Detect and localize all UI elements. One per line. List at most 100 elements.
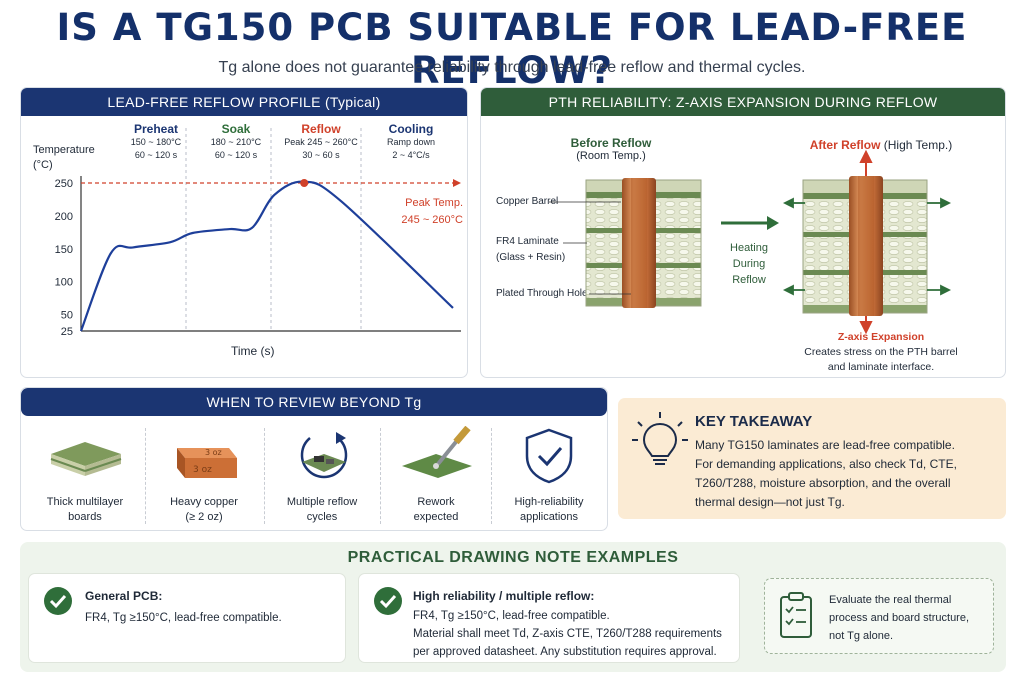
- takeaway-line: Many TG150 laminates are lead-free compa…: [695, 438, 955, 452]
- label-fr4: FR4 Laminate (Glass + Resin): [496, 234, 565, 266]
- review-label: High-reliability: [514, 496, 584, 508]
- heating-line: Heating: [730, 242, 768, 254]
- note-high-title: High reliability / multiple reflow:: [413, 589, 595, 603]
- review-label: expected: [413, 511, 459, 523]
- z-axis-line: and laminate interface.: [827, 361, 935, 373]
- reflow-profile-line: [79, 180, 454, 332]
- peak-label-range: 245 ~ 260°C: [401, 214, 463, 226]
- note-evaluate: Evaluate the real thermal process and bo…: [764, 578, 994, 654]
- phase-detail: 150 ~ 180°C: [130, 137, 182, 147]
- y-tick-label: 150: [55, 244, 73, 256]
- note-high-line: FR4, Tg ≥150°C, lead-free compatible.: [413, 610, 610, 622]
- review-item-rework: Rework expected: [382, 425, 490, 525]
- before-sub: (Room Temp.): [576, 150, 646, 162]
- pth-panel-header: PTH RELIABILITY: Z-AXIS EXPANSION DURING…: [481, 88, 1005, 116]
- x-axis-label: Time (s): [231, 344, 275, 358]
- y-axis-label-unit: (°C): [33, 159, 53, 171]
- after-pcb-stack: [802, 176, 928, 316]
- note-high-reliability: High reliability / multiple reflow: FR4,…: [358, 573, 740, 663]
- y-tick-label: 250: [55, 178, 73, 190]
- phase-detail: 30 ~ 60 s: [302, 150, 340, 160]
- review-label: cycles: [306, 511, 338, 523]
- multilayer-board-icon: [50, 442, 122, 476]
- note-high-line: Material shall meet Td, Z-axis CTE, T260…: [413, 628, 722, 640]
- y-tick-label: 200: [55, 211, 73, 223]
- label-copper-barrel: Copper Barrel: [496, 196, 559, 207]
- review-label: applications: [519, 511, 579, 523]
- review-item-thick-multilayer: Thick multilayer boards: [29, 426, 141, 525]
- note-evaluate-line: process and board structure,: [829, 612, 970, 624]
- after-sub: (High Temp.): [883, 138, 953, 152]
- pth-illustration: [549, 149, 952, 335]
- note-general-title: General PCB:: [85, 589, 163, 603]
- note-high-line: per approved datasheet. Any substitution…: [413, 646, 717, 658]
- takeaway-title: KEY TAKEAWAY: [695, 413, 813, 430]
- takeaway-line: thermal design—not just Tg.: [695, 495, 845, 509]
- before-title: Before Reflow: [570, 136, 652, 150]
- reflow-panel-header: LEAD-FREE REFLOW PROFILE (Typical): [21, 88, 467, 116]
- phase-detail: 60 ~ 120 s: [134, 150, 178, 160]
- note-evaluate-text: Evaluate the real thermal process and bo…: [829, 591, 969, 645]
- phase-cooling: Cooling Ramp down 2 ~ 4°C/s: [361, 122, 461, 162]
- phase-reflow: Reflow Peak 245 ~ 260°C 30 ~ 60 s: [271, 122, 371, 162]
- phase-soak: Soak 180 ~ 210°C 60 ~ 120 s: [186, 122, 286, 162]
- clipboard-checklist-icon: [780, 592, 812, 638]
- review-item-high-reliability: High-reliability applications: [493, 426, 605, 525]
- review-label: Rework: [417, 496, 455, 508]
- review-label: Thick multilayer: [46, 496, 124, 508]
- note-evaluate-line: Evaluate the real thermal: [829, 594, 952, 606]
- phase-preheat: Preheat 150 ~ 180°C 60 ~ 120 s: [106, 122, 206, 162]
- copper-label: 3 oz: [193, 465, 212, 475]
- review-label: Heavy copper: [170, 496, 238, 508]
- peak-point: [300, 179, 309, 187]
- heating-label: Heating During Reflow: [721, 240, 777, 288]
- z-axis-arrows-icon: [859, 149, 873, 335]
- after-title: After Reflow: [809, 138, 881, 152]
- y-tick-label: 50: [61, 310, 73, 322]
- note-high-body: FR4, Tg ≥150°C, lead-free compatible. Ma…: [413, 607, 722, 661]
- takeaway-line: T260/T288, moisture absorption, and the …: [695, 476, 951, 490]
- label-plated-through-hole: Plated Through Hole: [496, 288, 588, 299]
- z-axis-line: Creates stress on the PTH barrel: [804, 346, 958, 358]
- page-title: IS A TG150 PCB SUITABLE FOR LEAD-FREE RE…: [56, 6, 968, 92]
- peak-arrow-icon: [453, 179, 461, 187]
- before-pcb-stack: [585, 178, 702, 308]
- phase-detail: 2 ~ 4°C/s: [392, 150, 430, 160]
- copper-block-icon: 3 oz 3 oz: [177, 448, 237, 478]
- label-fr4-line: FR4 Laminate: [496, 236, 559, 247]
- phase-detail: Ramp down: [386, 137, 436, 147]
- shield-check-icon: [525, 428, 573, 484]
- after-reflow-title: After Reflow (High Temp.): [781, 138, 981, 152]
- y-axis-label: Temperature (°C): [33, 143, 95, 173]
- y-tick-label: 25: [61, 326, 73, 338]
- takeaway-text: Many TG150 laminates are lead-free compa…: [695, 436, 995, 512]
- before-reflow-title: Before Reflow (Room Temp.): [541, 136, 681, 162]
- notes-header: PRACTICAL DRAWING NOTE EXAMPLES: [347, 549, 679, 566]
- review-label: boards: [68, 511, 102, 523]
- key-takeaway-box: KEY TAKEAWAY Many TG150 laminates are le…: [618, 398, 1006, 519]
- note-general-pcb: General PCB: FR4, Tg ≥150°C, lead-free c…: [28, 573, 346, 663]
- reflow-profile-panel: LEAD-FREE REFLOW PROFILE (Typical) Prehe…: [20, 87, 468, 378]
- label-fr4-line: (Glass + Resin): [496, 252, 566, 263]
- page-subtitle: Tg alone does not guarantee reliability …: [218, 59, 806, 76]
- check-circle-icon: [44, 587, 72, 615]
- check-circle-icon: [374, 587, 402, 615]
- phase-name: Preheat: [133, 122, 179, 136]
- phase-detail: 60 ~ 120 s: [214, 150, 258, 160]
- review-item-multiple-reflow: Multiple reflow cycles: [266, 426, 378, 525]
- z-axis-title: Z-axis Expansion: [837, 331, 925, 343]
- phase-detail: 180 ~ 210°C: [210, 137, 262, 147]
- soldering-iron-icon: [402, 425, 472, 478]
- review-beyond-tg-panel: WHEN TO REVIEW BEYOND Tg Thick multilaye…: [20, 387, 608, 531]
- drawing-notes-section: PRACTICAL DRAWING NOTE EXAMPLES General …: [20, 542, 1006, 672]
- reflow-cycle-icon: [300, 432, 348, 479]
- review-label: (≥ 2 oz): [185, 511, 223, 523]
- lightbulb-icon: [632, 412, 688, 465]
- phase-name: Soak: [221, 122, 251, 136]
- phase-detail: Peak 245 ~ 260°C: [284, 137, 358, 147]
- lateral-expansion-arrows-icon: [782, 197, 952, 296]
- pth-reliability-panel: PTH RELIABILITY: Z-AXIS EXPANSION DURING…: [480, 87, 1006, 378]
- y-tick-label: 100: [55, 277, 73, 289]
- phase-name: Cooling: [388, 122, 434, 136]
- heating-line: Reflow: [732, 274, 766, 286]
